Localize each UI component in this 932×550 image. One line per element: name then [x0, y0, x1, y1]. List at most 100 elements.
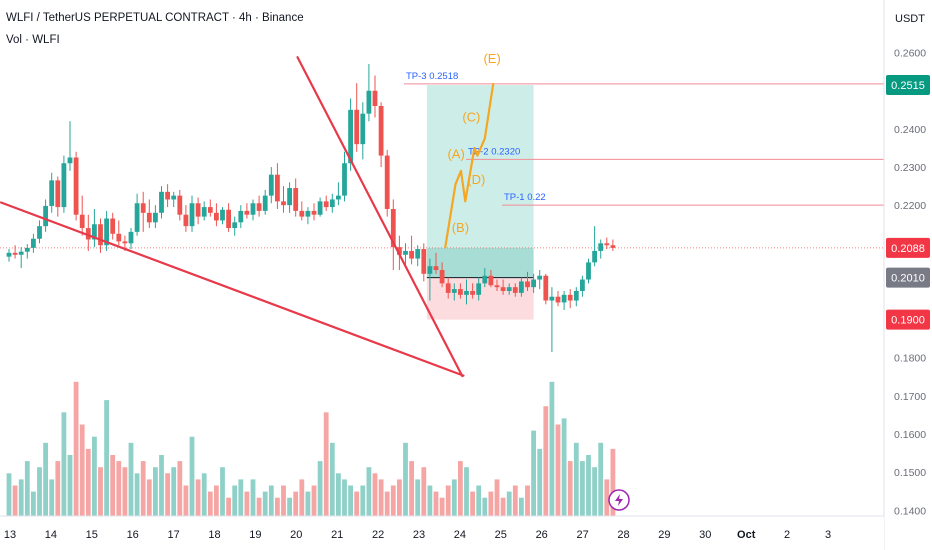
candle-body — [122, 241, 128, 244]
volume-bar — [43, 442, 48, 516]
candle-body — [390, 208, 396, 248]
volume-bar — [67, 455, 73, 516]
candle-body — [244, 210, 250, 215]
volume-bar — [604, 479, 610, 516]
candle-body — [586, 262, 591, 280]
candle-body — [403, 250, 408, 255]
time-tick-label: 22 — [372, 529, 384, 541]
volume-bar — [397, 479, 402, 516]
target-label: TP-1 0.22 — [504, 192, 546, 203]
candle-body — [610, 245, 616, 248]
volume-bar — [195, 479, 201, 516]
candle-body — [287, 188, 292, 206]
price-tick-label: 0.2400 — [894, 124, 926, 136]
volume-bar — [464, 467, 469, 516]
volume-bar — [537, 448, 543, 516]
price-badge-label: 0.2010 — [891, 273, 925, 285]
candle-body — [580, 279, 585, 291]
volume-bar — [573, 442, 579, 516]
volume-bar — [519, 497, 524, 516]
volume-bar — [37, 467, 42, 516]
volume-bar — [409, 461, 414, 516]
price-tick-label: 0.1800 — [894, 353, 926, 365]
volume-bar — [403, 442, 408, 516]
volume-bar — [445, 485, 451, 516]
candle-body — [549, 296, 555, 301]
candle-body — [55, 180, 61, 208]
volume-bar — [287, 497, 292, 516]
candle-body — [6, 252, 12, 257]
candle-body — [519, 281, 524, 293]
volume-bar — [226, 497, 231, 516]
candle-body — [464, 290, 469, 295]
candle-body — [500, 287, 506, 291]
profit-zone — [426, 85, 534, 248]
volume-bar — [390, 485, 396, 516]
candle-body — [98, 224, 103, 246]
volume-bar — [427, 485, 433, 516]
candle-body — [421, 249, 427, 274]
price-tick-label: 0.2200 — [894, 200, 926, 212]
volume-bar — [372, 473, 378, 516]
time-tick-label: 3 — [825, 529, 831, 541]
candle-body — [146, 212, 152, 223]
volume-bar — [140, 461, 146, 516]
time-tick-label: 28 — [617, 529, 629, 541]
volume-bar — [281, 485, 286, 516]
candle-body — [268, 174, 274, 196]
candle-body — [543, 275, 549, 301]
time-tick-label: 2 — [784, 529, 790, 541]
volume-bar — [476, 485, 482, 516]
volume-bar — [275, 497, 280, 516]
wave-path — [444, 82, 495, 249]
volume-bar — [348, 485, 353, 516]
volume-bar — [470, 491, 475, 516]
candle-body — [378, 106, 384, 156]
volume-bar — [146, 479, 152, 516]
candle-body — [317, 201, 323, 215]
time-tick-label: 18 — [208, 529, 220, 541]
candle-body — [488, 275, 494, 286]
candle-body — [348, 109, 353, 164]
candle-body — [85, 228, 91, 240]
volume-bar — [55, 461, 61, 516]
candle-body — [220, 209, 225, 221]
volume-bar — [580, 461, 585, 516]
candle-body — [92, 224, 97, 240]
candle-body — [171, 195, 177, 200]
candle-body — [37, 226, 42, 239]
candle-body — [555, 296, 561, 303]
volume-bar — [299, 479, 305, 516]
candle-body — [445, 283, 451, 293]
time-tick-label: 21 — [331, 529, 343, 541]
candle-body — [512, 287, 518, 293]
wave-label: (C) — [462, 109, 480, 124]
volume-bar — [494, 479, 500, 516]
volume-bar — [110, 455, 116, 516]
candle-body — [238, 210, 244, 223]
candle-body — [415, 249, 421, 259]
candle-body — [116, 233, 122, 242]
volume-bar — [531, 430, 536, 516]
volume-bar — [592, 467, 597, 516]
candle-body — [159, 191, 164, 213]
candle-body — [293, 188, 299, 211]
time-tick-label: 13 — [4, 529, 16, 541]
candle-body — [43, 205, 48, 227]
volume-bar — [134, 473, 140, 516]
target-label: TP-2 0.2320 — [468, 146, 520, 157]
volume-bar — [49, 479, 55, 516]
volume-bar — [165, 473, 170, 516]
price-tick-label: 0.2600 — [894, 48, 926, 60]
candle-body — [226, 209, 231, 229]
candle-body — [470, 290, 475, 295]
volume-bar — [329, 442, 335, 516]
candle-body — [128, 231, 134, 244]
volume-bar — [183, 485, 189, 516]
candle-body — [573, 290, 579, 301]
candle-body — [305, 210, 311, 217]
candle-body — [134, 203, 140, 232]
price-badge — [886, 237, 930, 258]
time-tick-label: 15 — [86, 529, 98, 541]
